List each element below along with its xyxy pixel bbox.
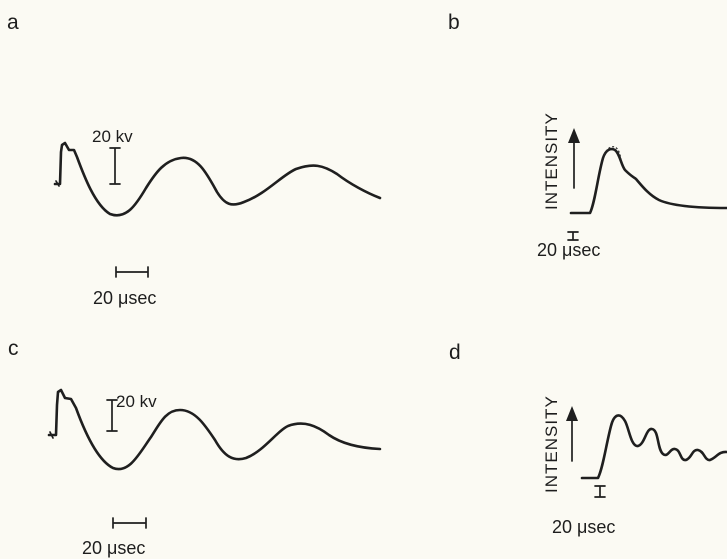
intensity-trace-b — [569, 147, 727, 215]
panel-b: b INTENSITY 20 μsec — [448, 11, 727, 260]
panel-a-label: a — [7, 11, 19, 34]
intensity-arrow-head-b — [568, 128, 580, 143]
panel-c-label: c — [8, 337, 19, 360]
intensity-arrow-head-d — [566, 406, 578, 421]
voltage-scale-label-a: 20 kv — [92, 127, 133, 146]
voltage-trace-c — [47, 388, 382, 471]
time-scale-label-b: 20 μsec — [537, 240, 600, 260]
time-scale-label-c: 20 μsec — [82, 538, 145, 558]
intensity-trace-d — [580, 414, 727, 480]
voltage-trace-a — [53, 141, 382, 217]
voltage-trace-c-start-tick — [49, 431, 54, 439]
voltage-scale-bar-c — [106, 399, 118, 432]
time-scale-bar-c — [112, 517, 147, 529]
time-scale-bar-d — [594, 485, 606, 498]
panel-d-label: d — [449, 341, 461, 364]
panel-d: d INTENSITY 20 μsec — [449, 341, 727, 537]
panel-c: c 20 kv 20 μsec — [8, 337, 382, 558]
panel-a: a 20 kv 20 μsec — [7, 11, 382, 308]
voltage-scale-label-c: 20 kv — [116, 392, 157, 411]
time-scale-bar-a — [115, 266, 149, 278]
intensity-axis-label-d: INTENSITY — [542, 395, 561, 493]
time-scale-label-a: 20 μsec — [93, 288, 156, 308]
voltage-trace-a-start-tick — [55, 180, 60, 187]
voltage-scale-bar-a — [109, 147, 121, 185]
intensity-axis-label-b: INTENSITY — [542, 112, 561, 210]
time-scale-label-d: 20 μsec — [552, 517, 615, 537]
time-scale-bar-b — [567, 231, 579, 241]
panel-b-label: b — [448, 11, 460, 34]
intensity-peak-dashed-b — [603, 146, 622, 160]
